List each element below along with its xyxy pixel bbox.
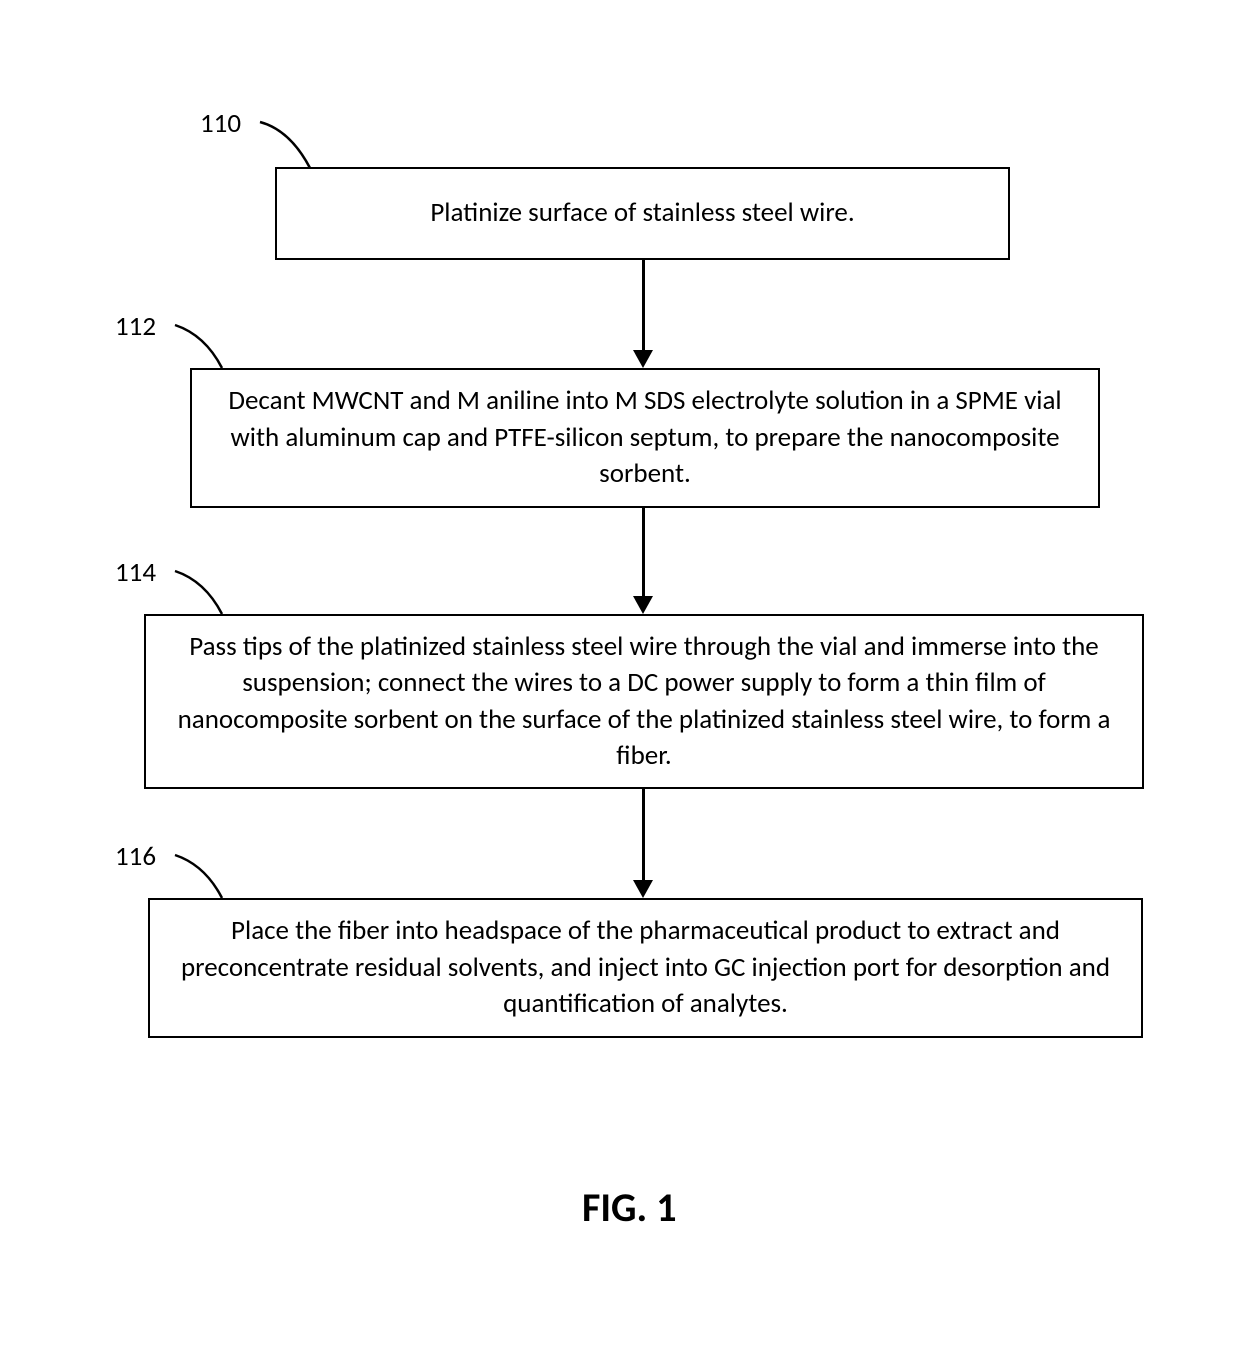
step-label-110: 110 — [200, 107, 241, 140]
arrow-line-1 — [642, 260, 645, 350]
step-box-112: Decant MWCNT and M aniline into M SDS el… — [190, 368, 1100, 508]
step-box-116: Place the fiber into headspace of the ph… — [148, 898, 1143, 1038]
step-box-114: Pass tips of the platinized stainless st… — [144, 614, 1144, 789]
step-text-114: Pass tips of the platinized stainless st… — [166, 629, 1122, 775]
flowchart-container: 110 Platinize surface of stainless steel… — [0, 0, 1240, 1352]
step-text-110: Platinize surface of stainless steel wir… — [430, 195, 854, 231]
step-label-114: 114 — [115, 556, 156, 589]
arrow-line-3 — [642, 789, 645, 880]
arrow-head-1 — [633, 350, 653, 368]
step-label-116: 116 — [115, 840, 156, 873]
step-text-116: Place the fiber into headspace of the ph… — [170, 913, 1121, 1022]
arrow-line-2 — [642, 508, 645, 596]
arrow-head-3 — [633, 880, 653, 898]
step-label-112: 112 — [115, 310, 156, 343]
step-box-110: Platinize surface of stainless steel wir… — [275, 167, 1010, 260]
figure-caption: FIG. 1 — [582, 1183, 677, 1232]
arrow-head-2 — [633, 596, 653, 614]
step-text-112: Decant MWCNT and M aniline into M SDS el… — [212, 383, 1078, 492]
